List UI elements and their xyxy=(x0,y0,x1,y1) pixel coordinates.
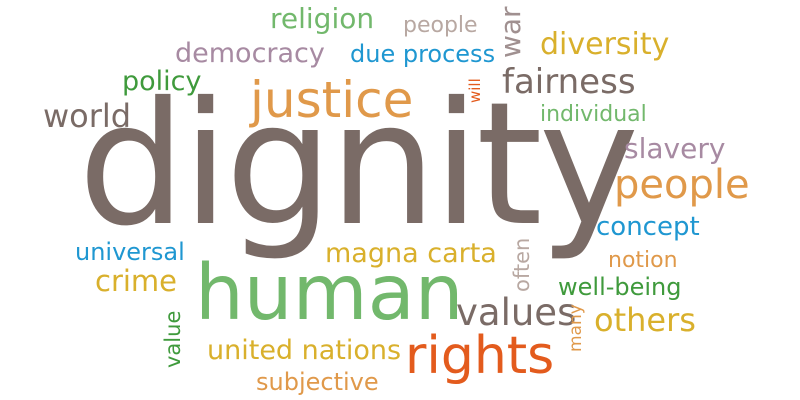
word-concept: concept xyxy=(596,212,700,242)
word-justice: justice xyxy=(250,71,414,129)
word-human: human xyxy=(195,249,464,338)
word-subjective: subjective xyxy=(256,368,379,396)
word-people-small: people xyxy=(403,13,478,38)
word-notion: notion xyxy=(608,248,678,273)
word-united-nations: united nations xyxy=(207,335,402,366)
word-policy: policy xyxy=(122,66,202,97)
word-often: often xyxy=(510,237,534,292)
word-world: world xyxy=(43,97,132,135)
word-war: war xyxy=(494,6,527,58)
word-people-large: people xyxy=(614,162,750,208)
word-many: many xyxy=(566,304,586,352)
word-crime: crime xyxy=(95,264,178,298)
word-value: value xyxy=(161,310,185,368)
word-magna-carta: magna carta xyxy=(325,238,497,269)
word-slavery: slavery xyxy=(624,132,726,165)
word-democracy: democracy xyxy=(175,38,325,69)
word-values: values xyxy=(456,291,577,334)
word-rights: rights xyxy=(405,326,555,386)
word-diversity: diversity xyxy=(540,27,670,62)
word-well-being: well-being xyxy=(558,273,682,301)
word-religion: religion xyxy=(270,2,375,35)
word-universal: universal xyxy=(75,238,185,266)
word-dignity: dignity xyxy=(78,66,639,264)
word-due-process: due process xyxy=(350,40,496,68)
word-fairness: fairness xyxy=(502,62,636,102)
word-others: others xyxy=(594,301,696,339)
word-individual: individual xyxy=(540,102,647,127)
